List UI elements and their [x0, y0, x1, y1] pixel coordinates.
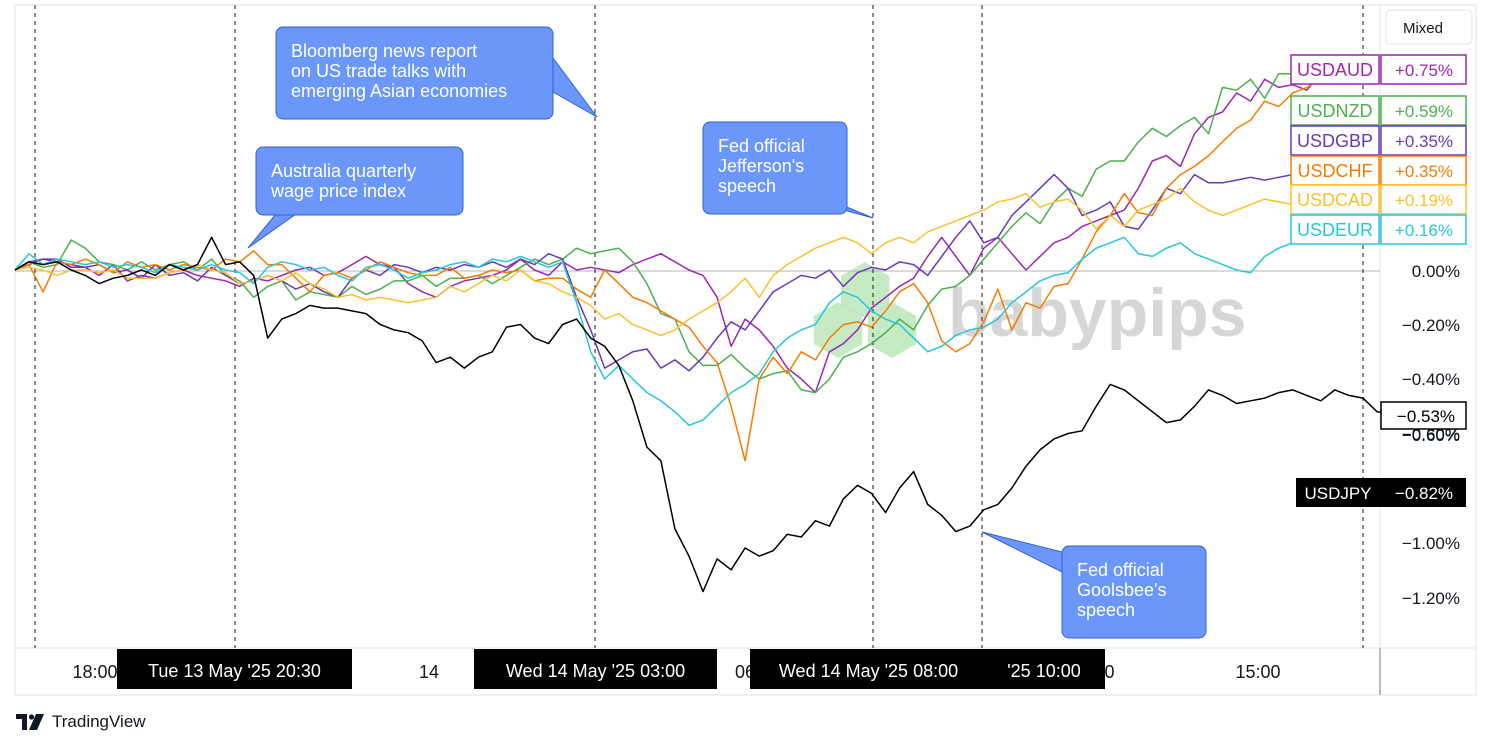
callout-pointer: [247, 213, 298, 249]
crosshair-date-label: Wed 14 May '25 03:00: [506, 661, 685, 681]
price-tag-value-box: [1380, 184, 1467, 215]
chart-border: [14, 4, 1477, 696]
price-tag-value: +0.59%: [1395, 102, 1453, 121]
callout-pointer: [552, 56, 598, 118]
callout-box: [1061, 545, 1207, 639]
price-tag-value: +0.35%: [1395, 162, 1453, 181]
crosshair-date-label-bg: [474, 649, 717, 689]
callout-text: speech: [1077, 600, 1135, 620]
price-tag-usdjpy: −0.53%−0.60% USDJPY −0.82%: [1296, 401, 1467, 507]
name-tag-label: USDNZD: [1298, 101, 1373, 121]
name-tag-box: [1290, 125, 1380, 156]
name-tag-box: [1290, 95, 1380, 126]
series-lines[interactable]: [14, 62, 1392, 593]
price-tag-value: +0.75%: [1395, 61, 1453, 80]
series-line-usdcad[interactable]: [14, 187, 1378, 337]
crosshair-date-label-bg: [117, 649, 352, 689]
crosshair-date-label-bg: [983, 649, 1105, 689]
callout-text: Fed official: [1077, 560, 1164, 580]
callout-text: emerging Asian economies: [291, 81, 507, 101]
callout-text: Jefferson's: [718, 156, 804, 176]
price-tag-usdchf: USDCHF +0.35%: [1290, 155, 1467, 186]
name-tag-label: USDJPY: [1304, 484, 1371, 503]
name-tag-box: [1290, 184, 1380, 215]
series-price-tags: USDAUD +0.75%USDNZD +0.59%USDGBP +0.35%USDC…: [1290, 54, 1467, 507]
chart-frame: [14, 4, 1477, 696]
price-tag-usdaud: USDAUD +0.75%: [1290, 54, 1467, 85]
price-tag-value-box: [1380, 155, 1467, 186]
price-tag-value: +0.16%: [1395, 221, 1453, 240]
percent-scale[interactable]: Mixed 0.00% −0.20% −0.40% −0.60% −1.00% −1.20%: [1385, 9, 1473, 608]
crosshair-date-label-bg: [750, 649, 987, 689]
series-line-usdaud[interactable]: [14, 64, 1378, 394]
percent-tick: 0.00%: [1412, 262, 1460, 281]
price-tag-value-box: [1380, 54, 1467, 85]
name-tag-box: [1290, 214, 1380, 245]
callout-pointer: [981, 531, 1063, 573]
callout-text: Australia quarterly: [271, 161, 416, 181]
time-tick: 15:00: [1235, 662, 1280, 682]
callout-text: speech: [718, 176, 776, 196]
tradingview-logo-icon: [16, 714, 44, 730]
name-tag-label: USDCHF: [1298, 161, 1373, 181]
price-tag-usdgbp: USDGBP +0.35%: [1290, 125, 1467, 156]
callout-text: Bloomberg news report: [291, 41, 477, 61]
price-tag-value-box: [1380, 125, 1467, 156]
price-tag-value-box: [1381, 478, 1466, 507]
callout-box: [275, 26, 554, 120]
price-tag-value-box: [1380, 95, 1467, 126]
name-tag-label: USDAUD: [1297, 60, 1373, 80]
series-line-usdchf[interactable]: [14, 67, 1378, 462]
price-tag-value-box: [1380, 214, 1467, 245]
callout-text: wage price index: [270, 181, 406, 201]
percent-tick: −0.20%: [1402, 316, 1460, 335]
time-tick: 14: [419, 662, 439, 682]
percent-tick: −0.40%: [1402, 370, 1460, 389]
name-tag-box: [1296, 478, 1381, 507]
scale-mode-button[interactable]: [1385, 9, 1473, 45]
scale-mode-label: Mixed: [1403, 20, 1443, 37]
series-line-usdeur[interactable]: [14, 225, 1378, 427]
callout-text: on US trade talks with: [291, 61, 466, 81]
price-tag-value-box: [1380, 401, 1467, 430]
callout-box: [255, 146, 464, 216]
price-tag-value: −0.53%: [1397, 407, 1455, 426]
time-tick: 18:00: [72, 662, 117, 682]
price-tag-usdeur: USDEUR +0.16%: [1290, 214, 1467, 245]
tradingview-brand-label: TradingView: [52, 712, 146, 731]
callout-box: [702, 121, 848, 215]
price-tag-value: −0.82%: [1395, 484, 1453, 503]
percent-tick: −1.20%: [1402, 589, 1460, 608]
percent-tick: −0.60%: [1402, 426, 1460, 445]
name-tag-label: USDCAD: [1297, 190, 1373, 210]
callout-text: Goolsbee's: [1077, 580, 1167, 600]
crosshair-date-label: Tue 13 May '25 20:30: [148, 661, 321, 681]
percent-tick: −1.00%: [1402, 534, 1460, 553]
price-tag-value: +0.19%: [1395, 191, 1453, 210]
tradingview-brand[interactable]: TradingView: [16, 709, 146, 735]
price-tag-value: +0.35%: [1395, 132, 1453, 151]
crosshair-date-label: '25 10:00: [1007, 661, 1081, 681]
watermark-text: babypips: [948, 275, 1247, 351]
name-tag-label: USDEUR: [1297, 220, 1373, 240]
price-tag-usdnzd: USDNZD +0.59%: [1290, 95, 1467, 126]
name-tag-box: [1290, 54, 1380, 85]
series-line-usdjpy[interactable]: [14, 236, 1392, 593]
price-tag-usdcad: USDCAD +0.19%: [1290, 184, 1467, 215]
name-tag-label: USDGBP: [1297, 131, 1373, 151]
crosshair-date-label: Wed 14 May '25 08:00: [779, 661, 958, 681]
callout-text: Fed official: [718, 136, 805, 156]
babypips-watermark: babypips: [813, 262, 1247, 358]
